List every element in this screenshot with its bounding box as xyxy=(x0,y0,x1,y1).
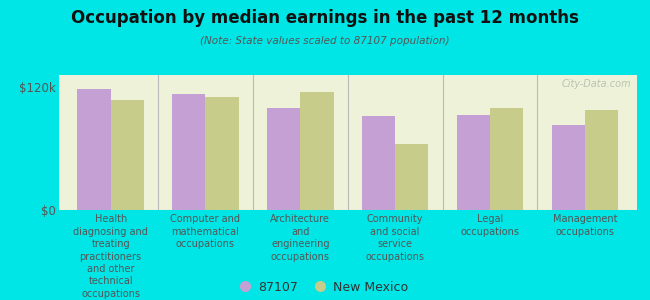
Bar xyxy=(111,100,144,210)
Bar xyxy=(300,92,333,210)
Text: Occupation by median earnings in the past 12 months: Occupation by median earnings in the pas… xyxy=(71,9,579,27)
Bar xyxy=(362,116,395,210)
Bar xyxy=(267,108,300,210)
Text: (Note: State values scaled to 87107 population): (Note: State values scaled to 87107 popu… xyxy=(200,36,450,46)
Bar xyxy=(395,143,428,210)
Bar xyxy=(490,108,523,210)
Bar xyxy=(552,125,585,210)
Bar xyxy=(585,110,618,210)
Text: Legal
occupations: Legal occupations xyxy=(460,214,519,237)
Text: Community
and social
service
occupations: Community and social service occupations xyxy=(366,214,424,262)
Bar xyxy=(172,94,205,210)
Legend: 87107, New Mexico: 87107, New Mexico xyxy=(242,281,408,294)
Bar xyxy=(205,98,239,210)
Bar xyxy=(457,115,490,210)
Text: Management
occupations: Management occupations xyxy=(552,214,617,237)
Text: City-Data.com: City-Data.com xyxy=(562,79,631,89)
Text: Architecture
and
engineering
occupations: Architecture and engineering occupations xyxy=(270,214,330,262)
Bar xyxy=(77,89,110,210)
Text: Health
diagnosing and
treating
practitioners
and other
technical
occupations: Health diagnosing and treating practitio… xyxy=(73,214,148,299)
Text: Computer and
mathematical
occupations: Computer and mathematical occupations xyxy=(170,214,240,249)
